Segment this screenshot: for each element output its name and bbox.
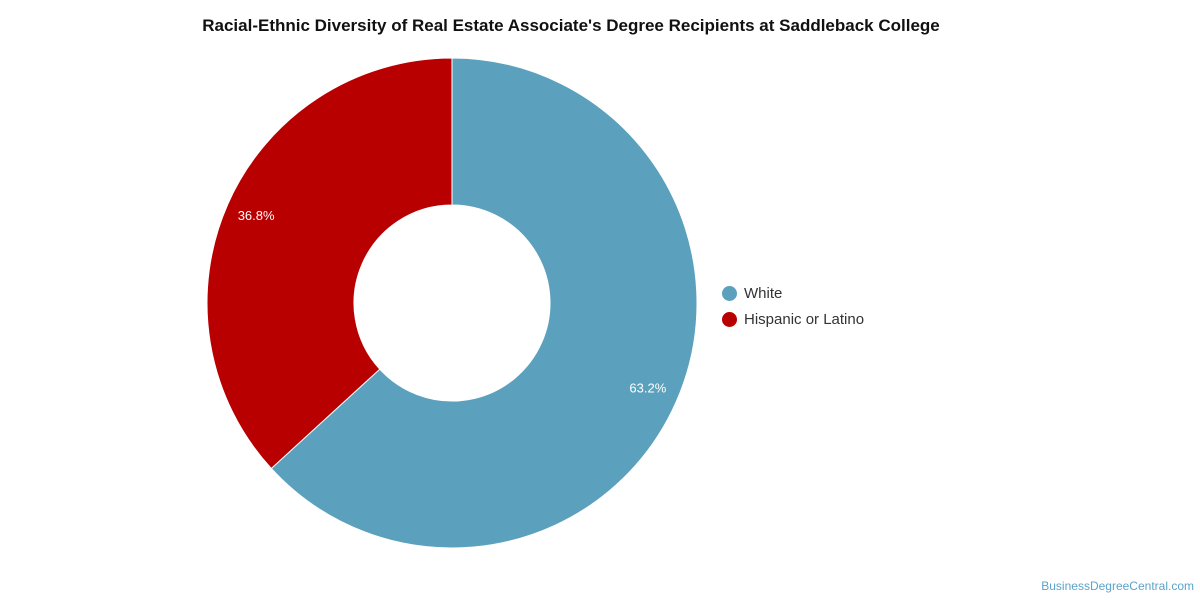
data-label-white: 63.2% [629,381,666,396]
data-label-hispanic-or-latino: 36.8% [238,208,275,223]
legend-label: Hispanic or Latino [744,310,865,328]
legend-item-hispanic-or-latino[interactable]: Hispanic or Latino [722,306,864,332]
legend-label: White [744,284,783,302]
site-credit[interactable]: BusinessDegreeCentral.com [1041,579,1194,593]
chart-title: Racial-Ethnic Diversity of Real Estate A… [202,16,940,35]
legend-swatch-icon [722,311,737,327]
legend-item-white[interactable]: White [722,280,864,306]
chart-legend: White Hispanic or Latino [722,280,864,332]
legend-swatch-icon [722,285,737,301]
slice-white[interactable] [270,57,698,549]
slice-hispanic-or-latino[interactable] [206,57,453,470]
